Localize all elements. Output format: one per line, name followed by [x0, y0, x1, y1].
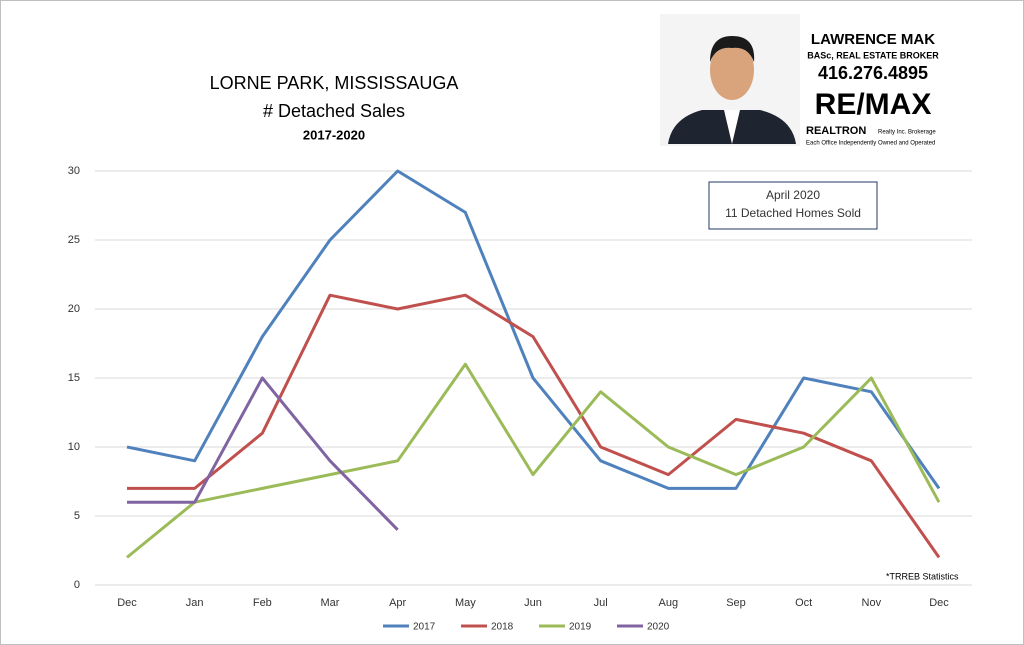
- brand: RE/MAX: [815, 88, 932, 121]
- series-line: [127, 376, 399, 531]
- chart-subtitle: # Detached Sales: [263, 101, 405, 121]
- x-tick-label: Aug: [659, 597, 679, 609]
- legend-label: 2018: [491, 622, 514, 633]
- series-line: [126, 169, 941, 490]
- x-tick-label: Nov: [862, 597, 882, 609]
- x-tick-label: Dec: [929, 597, 949, 609]
- legend-label: 2017: [413, 622, 436, 633]
- y-tick-label: 0: [74, 579, 80, 591]
- annotation-box: [708, 181, 878, 230]
- x-tick-label: Feb: [253, 597, 272, 609]
- source-note: *TRREB Statistics: [886, 571, 959, 581]
- x-tick-label: Jan: [186, 597, 204, 609]
- agent-phone: 416.276.4895: [818, 63, 928, 83]
- x-tick-label: Mar: [321, 597, 340, 609]
- date-range: 2017-2020: [303, 127, 365, 142]
- x-tick-label: May: [455, 597, 476, 609]
- annotation-line: April 2020: [766, 188, 820, 202]
- x-tick-label: Dec: [117, 597, 137, 609]
- x-tick-label: Apr: [389, 597, 406, 609]
- x-tick-label: Jun: [524, 597, 542, 609]
- y-tick-label: 10: [68, 441, 80, 453]
- office-detail: Realty Inc. Brokerage: [878, 130, 936, 136]
- annotation-line: 11 Detached Homes Sold: [725, 206, 861, 220]
- agent-credentials: BASc, REAL ESTATE BROKER: [807, 50, 939, 60]
- y-tick-label: 25: [68, 234, 80, 246]
- y-tick-label: 30: [68, 165, 80, 177]
- series-line: [126, 362, 941, 559]
- agent-name: LAWRENCE MAK: [811, 31, 935, 48]
- y-tick-label: 5: [74, 510, 80, 522]
- series-line: [127, 293, 941, 559]
- y-tick-label: 15: [68, 372, 80, 384]
- x-tick-label: Jul: [594, 597, 608, 609]
- legend-label: 2019: [569, 622, 592, 633]
- legend-label: 2020: [647, 622, 670, 633]
- x-tick-label: Oct: [795, 597, 812, 609]
- office: REALTRON: [806, 125, 866, 137]
- agent-photo: [660, 14, 800, 146]
- chart-title: LORNE PARK, MISSISSAUGA: [210, 73, 459, 93]
- y-tick-label: 20: [68, 303, 80, 315]
- disclaimer: Each Office Independently Owned and Oper…: [806, 141, 935, 147]
- x-tick-label: Sep: [726, 597, 746, 609]
